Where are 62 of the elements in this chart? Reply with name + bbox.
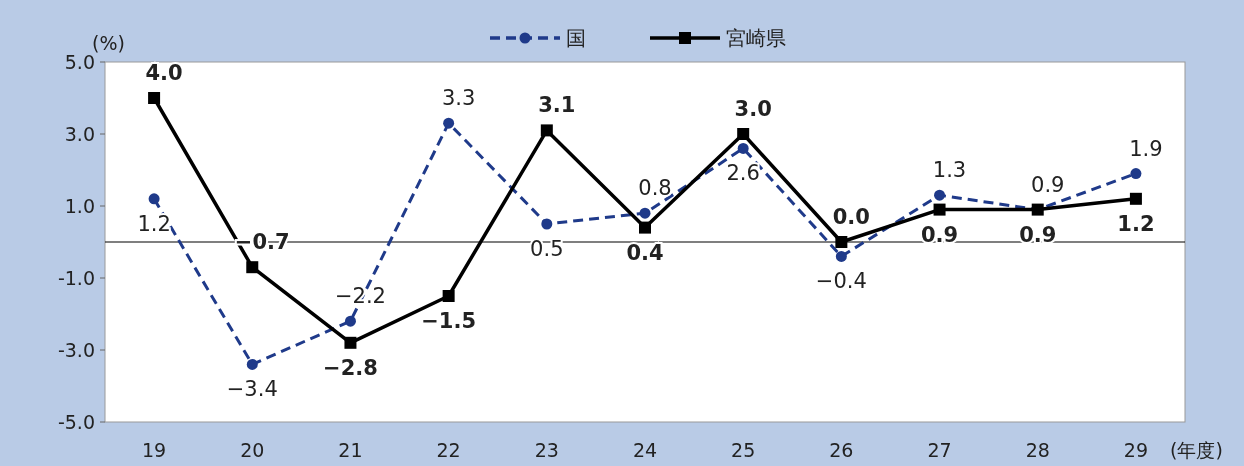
point [442, 290, 455, 302]
x-axis-title: (年度) [1170, 439, 1223, 461]
point [246, 358, 258, 370]
y-tick-label: 3.0 [64, 123, 95, 145]
legend-label: 国 [566, 26, 586, 50]
point [934, 189, 946, 201]
data-label: 1.2 [1117, 211, 1155, 236]
point [737, 142, 749, 154]
data-label: −2.8 [323, 355, 378, 380]
x-tick-label: 21 [338, 439, 363, 461]
data-label: 0.8 [638, 176, 672, 201]
data-label: −1.5 [421, 309, 477, 333]
x-tick-label: 23 [534, 439, 559, 461]
point [541, 218, 553, 230]
y-axis-title: (%) [92, 32, 125, 54]
legend-label: 宮崎県 [726, 26, 786, 50]
point [540, 124, 553, 137]
data-label: 1.2 [137, 211, 171, 236]
x-tick-label: 25 [731, 439, 756, 461]
point [148, 92, 161, 104]
data-label: 0.4 [626, 240, 664, 265]
point [344, 315, 356, 327]
data-label: 0.0 [832, 205, 870, 229]
data-label: 3.3 [441, 86, 476, 111]
data-label: 3.1 [538, 93, 576, 118]
data-label: 0.9 [1019, 222, 1057, 247]
point [639, 221, 651, 234]
x-tick-label: 20 [240, 439, 265, 461]
data-label: 0.5 [530, 237, 564, 261]
data-label: −2.2 [334, 284, 386, 309]
data-label: 0.9 [920, 222, 959, 247]
y-tick-label: -5.0 [57, 411, 95, 433]
data-label: 2.6 [726, 161, 760, 186]
data-label: 1.9 [1129, 136, 1163, 161]
point [148, 193, 160, 205]
point [835, 236, 848, 248]
x-tick-label: 22 [436, 439, 461, 461]
x-tick-label: 27 [927, 439, 952, 461]
x-tick-label: 19 [142, 439, 167, 461]
point [737, 128, 750, 140]
point [933, 203, 946, 216]
y-tick-label: -1.0 [57, 267, 95, 289]
point [344, 336, 357, 349]
x-tick-label: 26 [829, 439, 854, 461]
x-tick-label: 29 [1123, 439, 1148, 461]
x-tick-label: 24 [632, 439, 658, 461]
point [1130, 168, 1142, 180]
point [1129, 192, 1142, 205]
data-label: −3.4 [226, 377, 278, 402]
y-tick-label: 1.0 [64, 195, 95, 217]
y-tick-label: 5.0 [64, 51, 95, 73]
y-tick-label: -3.0 [57, 339, 95, 361]
point [639, 207, 651, 219]
data-label: 4.0 [145, 61, 183, 85]
point [835, 250, 847, 262]
data-label: 3.0 [734, 97, 772, 121]
point [246, 261, 259, 274]
x-tick-label: 28 [1025, 439, 1050, 461]
data-label: −0.4 [815, 269, 867, 294]
point [443, 117, 455, 129]
data-label: 0.9 [1031, 172, 1065, 197]
data-label: 1.3 [932, 158, 967, 183]
